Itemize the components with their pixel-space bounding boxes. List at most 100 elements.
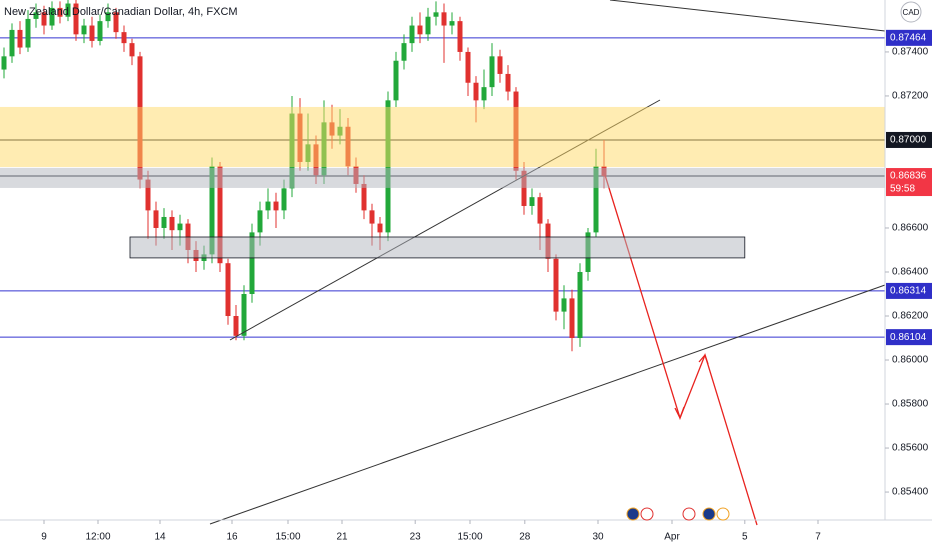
candle-body — [593, 166, 599, 233]
event-icon[interactable] — [702, 507, 716, 521]
currency-label: CAD — [903, 8, 920, 17]
x-tick-label: 21 — [336, 532, 348, 543]
candle-body — [441, 12, 447, 26]
arrow-head — [698, 353, 709, 365]
candle-body — [265, 201, 271, 211]
x-tick-label: 7 — [815, 532, 821, 543]
y-tick-label: 0.85800 — [892, 399, 929, 410]
candle-body — [505, 73, 511, 92]
candle-body — [473, 82, 479, 101]
x-tick-label: 28 — [519, 532, 531, 543]
x-tick-label: 12:00 — [85, 532, 110, 543]
event-icon[interactable] — [640, 507, 654, 521]
x-tick-label: 23 — [410, 532, 422, 543]
candle-body — [73, 3, 79, 35]
x-tick-label: 16 — [226, 532, 238, 543]
event-icon[interactable] — [682, 507, 696, 521]
candle-body — [209, 166, 215, 255]
candle-body — [489, 56, 495, 88]
price-label-bg — [886, 329, 932, 346]
candle-body — [561, 298, 567, 312]
trend-line — [209, 284, 886, 525]
candle-body — [521, 170, 527, 206]
projection-path — [604, 174, 758, 526]
candle-body — [65, 3, 71, 17]
y-tick-label: 0.85600 — [892, 443, 929, 454]
price-zone — [129, 236, 746, 259]
price-zone — [0, 106, 885, 168]
y-tick-label: 0.85400 — [892, 487, 929, 498]
x-tick-label: 15:00 — [275, 532, 300, 543]
candle-body — [465, 51, 471, 83]
candle-body — [553, 258, 559, 312]
candle-body — [217, 166, 223, 264]
candle-body — [25, 18, 31, 48]
price-label: 0.87464 — [890, 32, 927, 43]
candle-body — [577, 271, 583, 339]
candle-body — [105, 12, 111, 22]
candle-body — [529, 197, 535, 206]
price-label: 0.86314 — [890, 286, 927, 297]
y-tick-label: 0.86200 — [892, 311, 929, 322]
candle-body — [425, 16, 431, 35]
price-label-bg — [886, 29, 932, 46]
price-label-bg — [886, 131, 932, 148]
countdown-label: 59:58 — [890, 184, 915, 195]
candle-body — [273, 201, 279, 211]
price-label: 0.87000 — [890, 135, 927, 146]
x-tick-label: 9 — [41, 532, 47, 543]
candle-body — [81, 25, 87, 35]
candle-body — [409, 25, 415, 44]
candle-body — [241, 293, 247, 336]
candle-body — [161, 216, 167, 228]
candle-body — [401, 43, 407, 61]
candle-body — [481, 87, 487, 101]
candle-body — [537, 197, 543, 224]
candle-body — [361, 183, 367, 211]
event-icon[interactable] — [626, 507, 640, 521]
candle-body — [153, 210, 159, 228]
overlay — [0, 0, 886, 526]
y-tick-label: 0.87200 — [892, 91, 929, 102]
price-label: 0.86104 — [890, 332, 927, 343]
candle-body — [89, 25, 95, 41]
x-tick-label: 30 — [592, 532, 604, 543]
y-tick-label: 0.86400 — [892, 267, 929, 278]
candle-body — [377, 223, 383, 233]
candle-body — [281, 188, 287, 211]
candle-body — [497, 56, 503, 74]
event-icon[interactable] — [716, 507, 730, 521]
trend-line — [609, 0, 886, 32]
candle-body — [17, 29, 23, 48]
candle-body — [233, 316, 239, 336]
candle-body — [57, 7, 63, 17]
y-tick-label: 0.86000 — [892, 355, 929, 366]
candle-body — [1, 56, 7, 70]
candle-body — [369, 210, 375, 224]
candle-body — [569, 298, 575, 339]
price-label-bg — [886, 168, 932, 197]
candle-body — [225, 263, 231, 317]
candle-body — [433, 12, 439, 17]
currency-badge[interactable] — [900, 1, 922, 23]
candle-body — [41, 12, 47, 26]
candle-body — [49, 7, 55, 26]
candle-body — [169, 216, 175, 231]
candle-body — [129, 43, 135, 57]
candle-body — [145, 179, 151, 211]
x-tick-label: 15:00 — [457, 532, 482, 543]
x-tick-label: 5 — [742, 532, 748, 543]
price-label-bg — [886, 282, 932, 299]
candle-body — [257, 210, 263, 233]
candle-body — [177, 223, 183, 231]
x-tick-label: Apr — [664, 532, 680, 543]
x-tick-label: 14 — [154, 532, 166, 543]
candle-body — [33, 12, 39, 19]
candle-body — [121, 32, 127, 44]
y-tick-label: 0.86600 — [892, 223, 929, 234]
chart-title: New Zealand Dollar/Canadian Dollar, 4h, … — [4, 6, 238, 18]
price-zone — [0, 167, 885, 188]
candle-body — [457, 21, 463, 52]
